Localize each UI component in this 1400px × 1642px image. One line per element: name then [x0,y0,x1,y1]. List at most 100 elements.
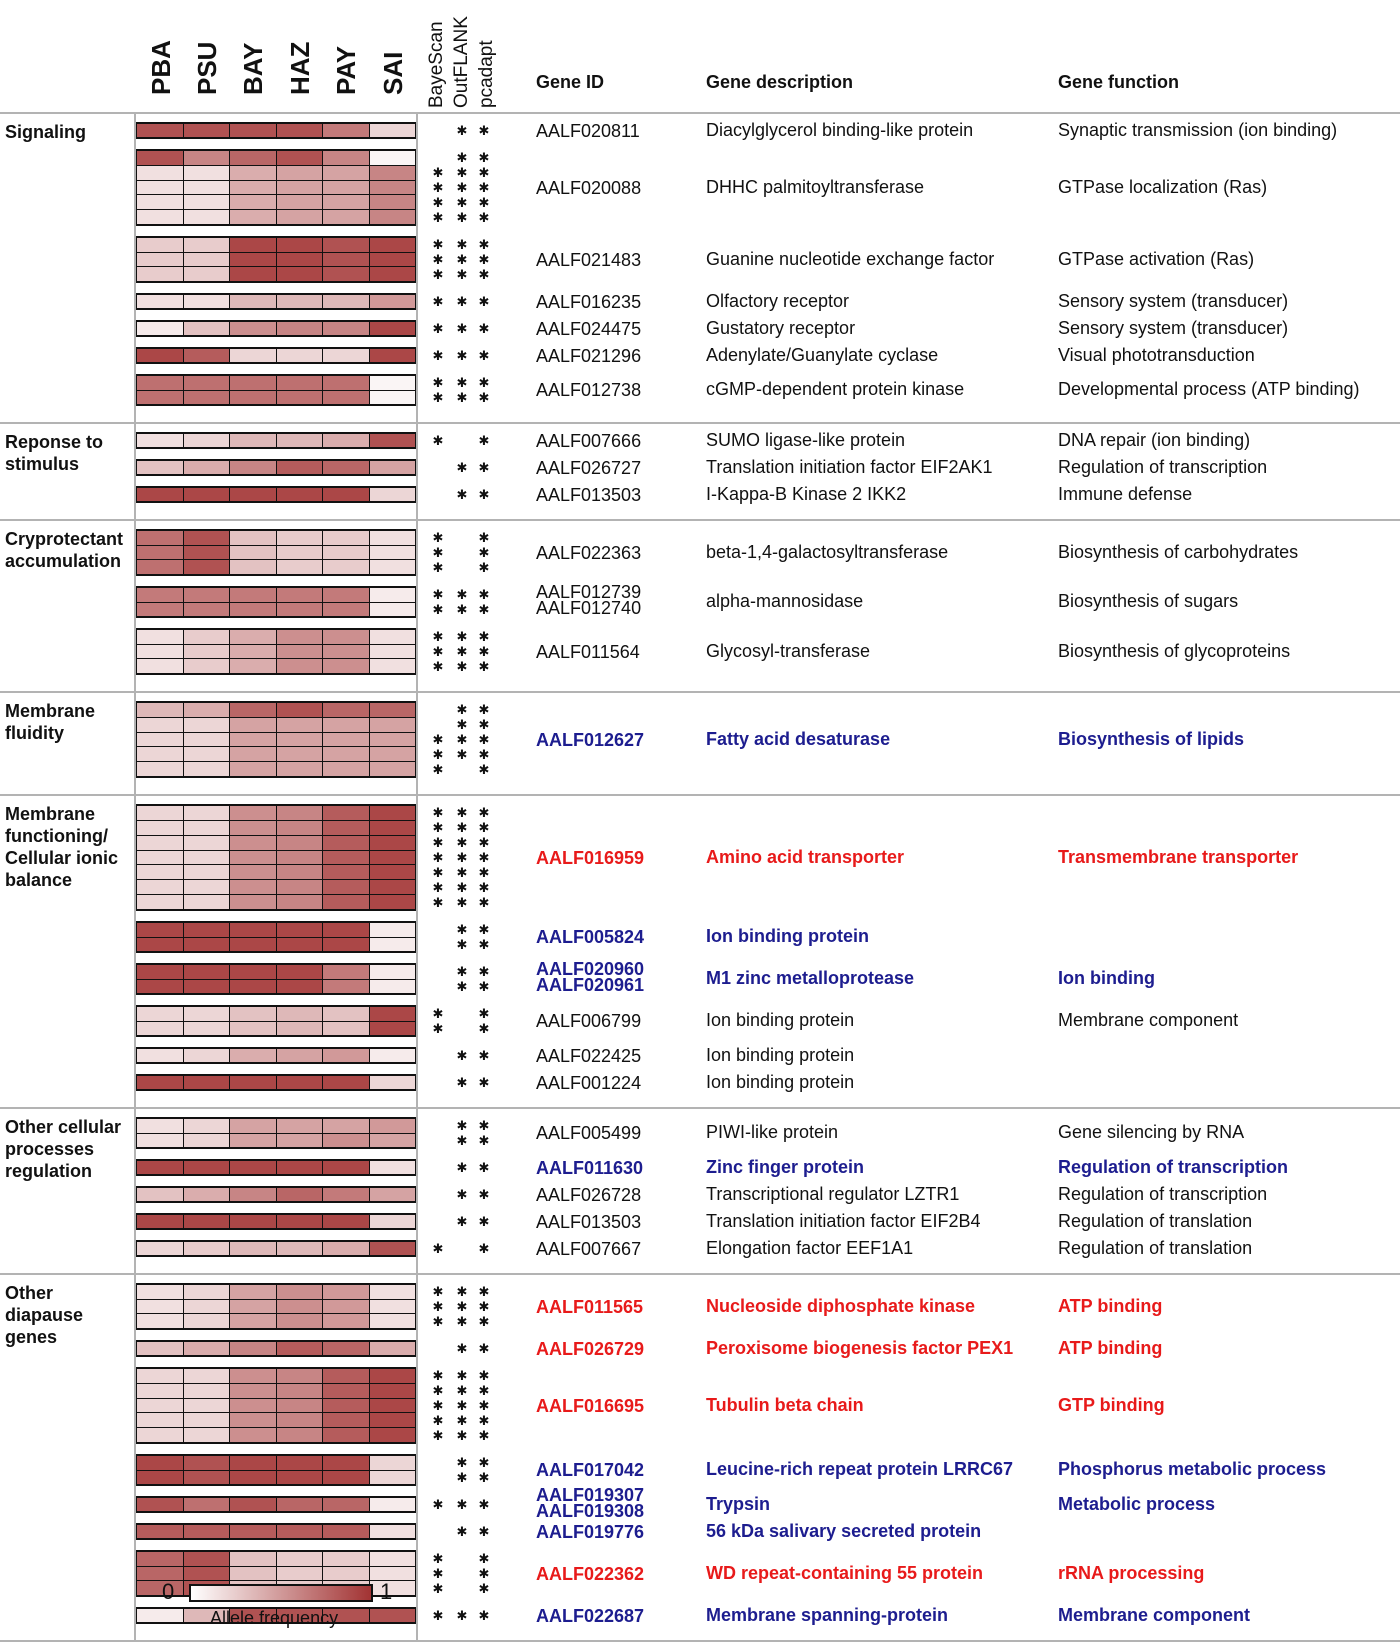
heatmap-cell-sai [369,390,415,404]
gene-id: AALF016235 [536,291,642,312]
heatmap-cell-pba [137,488,183,501]
heatmap-cell-pba [137,1369,183,1383]
category-label: Other diapause genes [5,1283,84,1347]
outlier-marker-outflank: ✱ [456,804,468,820]
heatmap-cell-psu [183,1021,229,1035]
heatmap-cell-sai [369,1119,415,1133]
heatmap-cell-pay [323,545,369,560]
heatmap-cell-bay [230,895,276,909]
heatmap-cell-pay [323,560,369,574]
gene-description: I-Kappa-B Kinase 2 IKK2 [706,483,907,504]
method-header-pcadapt: pcadapt [476,40,497,108]
heatmap-cell-psu [183,180,229,195]
heatmap-cell-psu [183,1133,229,1147]
heatmap-cell-haz [276,267,322,281]
heatmap-cell-bay [230,165,276,180]
heatmap-cell-bay [230,806,276,820]
gene-description: M1 zinc metalloprotease [706,968,915,988]
heatmap-cell-bay [230,1076,276,1089]
heatmap-cell-bay [230,1049,276,1062]
heatmap-cell-sai [369,1242,415,1255]
heatmap-cell-pba [137,880,183,895]
heatmap-cell-bay [230,1498,276,1511]
outlier-marker-outflank: ✱ [456,1412,468,1428]
gene-function: Phosphorus metabolic process [1058,1459,1327,1479]
outlier-marker-pcadapt: ✱ [478,432,490,448]
outlier-marker-outflank: ✱ [456,389,468,405]
heatmap-cell-pba [137,1581,183,1595]
gene-function: Membrane component [1058,1010,1239,1030]
heatmap-guide-line [134,112,136,1640]
heatmap-cell-sai [369,295,415,308]
heatmap-cell-pba [137,703,183,717]
category-label: Signaling [5,122,86,142]
heatmap-cell-haz [276,732,322,747]
gene-id: AALF006799 [536,1011,642,1031]
heatmap-cell-haz [276,560,322,574]
outlier-marker-bayescan: ✱ [432,432,444,448]
outlier-marker-outflank: ✱ [456,236,468,252]
outlier-marker-pcadapt: ✱ [478,1412,490,1428]
outlier-marker-pcadapt: ✱ [478,544,490,560]
heatmap-cell-pba [137,820,183,835]
outlier-marker-pcadapt: ✱ [478,1397,490,1413]
heatmap-cell-pay [323,1119,369,1133]
heatmap-block [135,320,417,337]
heatmap-cell-bay [230,1007,276,1021]
heatmap-cell-pay [323,1470,369,1484]
heatmap-cell-haz [276,376,322,390]
heatmap-cell-pay [323,1498,369,1511]
heatmap-cell-psu [183,376,229,390]
heatmap-cell-pay [323,1383,369,1398]
heatmap-cell-pay [323,1242,369,1255]
heatmap-cell-pba [137,835,183,850]
heatmap-cell-pay [323,195,369,210]
heatmap-cell-bay [230,1470,276,1484]
heatmap-cell-psu [183,1119,229,1133]
gene-description: Peroxisome biogenesis factor PEX1 [706,1337,1014,1358]
gene-description: Membrane spanning-protein [706,1604,949,1625]
heatmap-cell-sai [369,434,415,447]
gene-id: AALF011564 [536,641,640,662]
outlier-marker-outflank: ✱ [456,586,468,602]
heatmap-cell-psu [183,1076,229,1089]
heatmap-cell-pay [323,1342,369,1355]
heatmap-cell-pba [137,1161,183,1174]
outlier-marker-pcadapt: ✱ [478,1186,490,1202]
gene-description: Gustatory receptor [706,317,856,338]
outlier-marker-bayescan: ✱ [432,849,444,865]
heatmap-cell-haz [276,644,322,659]
method-header-bayescan: BayeScan [426,21,447,108]
heatmap-cell-sai [369,1314,415,1328]
outlier-marker-pcadapt: ✱ [478,266,490,282]
heatmap-cell-pba [137,195,183,210]
heatmap-cell-bay [230,488,276,501]
gene-id: AALF026729 [536,1338,645,1359]
heatmap-cell-bay [230,1299,276,1314]
outlier-marker-bayescan: ✱ [432,559,444,575]
outlier-marker-outflank: ✱ [456,849,468,865]
heatmap-cell-haz [276,434,322,447]
outlier-marker-bayescan: ✱ [432,1427,444,1443]
heatmap-cell-psu [183,1285,229,1299]
heatmap-cell-psu [183,850,229,865]
heatmap-cell-pay [323,1049,369,1062]
heatmap-cell-pay [323,1428,369,1442]
heatmap-cell-pba [137,1413,183,1428]
heatmap-cell-sai [369,588,415,602]
outlier-marker-outflank: ✱ [456,963,468,979]
heatmap-block [135,1523,417,1540]
heatmap-cell-bay [230,322,276,335]
heatmap-cell-sai [369,545,415,560]
heatmap-cell-psu [183,630,229,644]
heatmap-cell-pba [137,434,183,447]
outlier-marker-outflank: ✱ [456,486,468,502]
gene-id: AALF012738 [536,380,642,400]
heatmap-cell-sai [369,703,415,717]
legend-max-label: 1 [380,1579,393,1604]
heatmap-cell-psu [183,1470,229,1484]
heatmap-cell-pba [137,747,183,762]
heatmap-cell-psu [183,461,229,474]
outlier-marker-outflank: ✱ [456,1132,468,1148]
heatmap-cell-haz [276,1314,322,1328]
